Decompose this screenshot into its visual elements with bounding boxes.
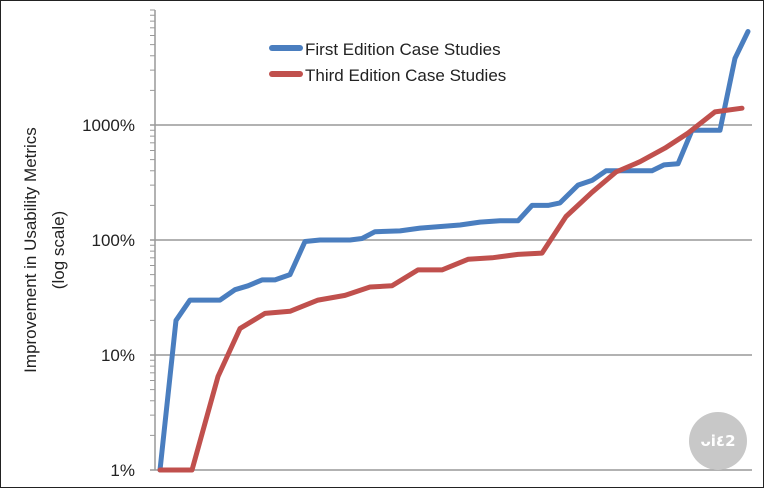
y-tick-label: 1000% (82, 116, 135, 135)
series-line-0 (157, 29, 751, 473)
y-axis-title: Improvement in Usability Metrics (21, 127, 40, 373)
legend-label-third: Third Edition Case Studies (305, 66, 506, 85)
y-axis: 1% 10% 100% 1000% (82, 9, 156, 480)
y-axis-subtitle: (log scale) (49, 211, 68, 289)
watermark-logo: ᴗi٤2 (689, 412, 747, 470)
series-lines (157, 29, 751, 473)
y-tick-label: 1% (110, 461, 135, 480)
y-tick-label: 100% (92, 231, 135, 250)
gridlines (150, 124, 752, 471)
series-line-1 (157, 105, 745, 473)
y-tick-label: 10% (101, 346, 135, 365)
legend-label-first: First Edition Case Studies (305, 40, 501, 59)
legend: First Edition Case Studies Third Edition… (269, 40, 506, 85)
